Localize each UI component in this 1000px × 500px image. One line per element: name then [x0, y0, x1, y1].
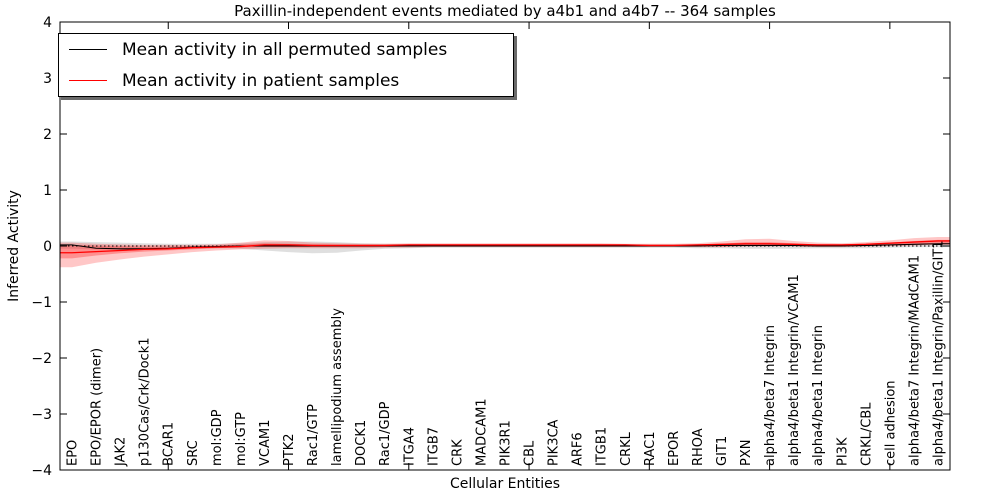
x-tick-label: CBL — [523, 440, 538, 466]
legend: Mean activity in all permuted samples Me… — [58, 33, 514, 97]
x-tick-label: alpha4/beta1 Integrin/Paxillin/GIT1 — [932, 240, 947, 466]
y-tick-label: −2 — [31, 351, 52, 367]
x-tick-label: PI3K — [835, 437, 850, 466]
x-tick-label: ITGB1 — [595, 427, 610, 466]
legend-item-patient: Mean activity in patient samples — [59, 65, 513, 96]
y-tick-label: 0 — [43, 239, 52, 255]
x-tick-label: alpha4/beta7 Integrin — [763, 325, 778, 466]
x-tick-label: VCAM1 — [258, 420, 273, 466]
legend-item-permuted: Mean activity in all permuted samples — [59, 34, 513, 65]
x-tick-label: EPO/EPOR (dimer) — [90, 348, 105, 466]
x-tick-label: RHOA — [691, 428, 706, 466]
patient-mean-line — [60, 240, 950, 254]
x-tick-label: JAK2 — [114, 437, 129, 467]
x-tick-label: Rac1/GTP — [306, 404, 321, 466]
patient-band-outer — [60, 237, 950, 268]
x-tick-label: DOCK1 — [354, 420, 369, 466]
x-tick-label: CRKL — [619, 431, 634, 466]
x-tick-label: MADCAM1 — [474, 398, 489, 466]
y-tick-label: 1 — [43, 183, 52, 199]
x-tick-label: ARF6 — [571, 432, 586, 466]
y-tick-label: 4 — [43, 15, 52, 31]
x-tick-label: PIK3CA — [547, 419, 562, 466]
legend-label-patient: Mean activity in patient samples — [122, 70, 400, 91]
x-tick-label: CRK — [450, 439, 465, 466]
x-axis-label: Cellular Entities — [449, 476, 561, 492]
x-tick-label: alpha4/beta7 Integrin/MAdCAM1 — [907, 255, 922, 466]
x-tick-label: cell adhesion — [883, 380, 898, 466]
chart-title: Paxillin-independent events mediated by … — [234, 2, 776, 20]
patient-line-swatch — [69, 80, 107, 81]
x-tick-label: mol:GTP — [234, 412, 249, 466]
x-tick-label: ITGB7 — [426, 427, 441, 466]
x-tick-label: alpha4/beta1 Integrin — [811, 325, 826, 466]
y-tick-label: 2 — [43, 127, 52, 143]
x-tick-label: EPO — [66, 440, 81, 466]
x-tick-label: EPOR — [667, 431, 682, 466]
y-tick-label: −4 — [31, 463, 52, 479]
x-tick-label: GIT1 — [715, 436, 730, 466]
y-tick-label: −1 — [31, 295, 52, 311]
x-tick-label: PIK3R1 — [499, 420, 514, 466]
x-tick-label: mol:GDP — [210, 409, 225, 466]
legend-label-permuted: Mean activity in all permuted samples — [122, 39, 448, 60]
x-tick-label: CRKL/CBL — [859, 402, 874, 466]
x-tick-label: ITGA4 — [402, 427, 417, 466]
x-tick-label: BCAR1 — [162, 422, 177, 466]
x-tick-label: PTK2 — [282, 433, 297, 466]
x-tick-label: SRC — [186, 440, 201, 466]
x-tick-label: lamellipodium assembly — [330, 308, 345, 466]
y-tick-label: −3 — [31, 407, 52, 423]
y-tick-label: 3 — [43, 71, 52, 87]
x-tick-label: alpha4/beta1 Integrin/VCAM1 — [787, 274, 802, 466]
permuted-line-swatch — [69, 49, 107, 50]
x-tick-label: p130Cas/Crk/Dock1 — [138, 337, 153, 466]
x-tick-label: PXN — [739, 440, 754, 466]
x-tick-label: Rac1/GDP — [378, 401, 393, 466]
x-tick-label: RAC1 — [643, 431, 658, 466]
